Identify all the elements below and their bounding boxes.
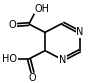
Text: HO: HO (2, 54, 17, 64)
Text: N: N (76, 27, 84, 37)
Text: O: O (8, 20, 16, 30)
Text: OH: OH (34, 4, 49, 14)
Text: O: O (29, 73, 36, 83)
Text: N: N (59, 55, 66, 65)
